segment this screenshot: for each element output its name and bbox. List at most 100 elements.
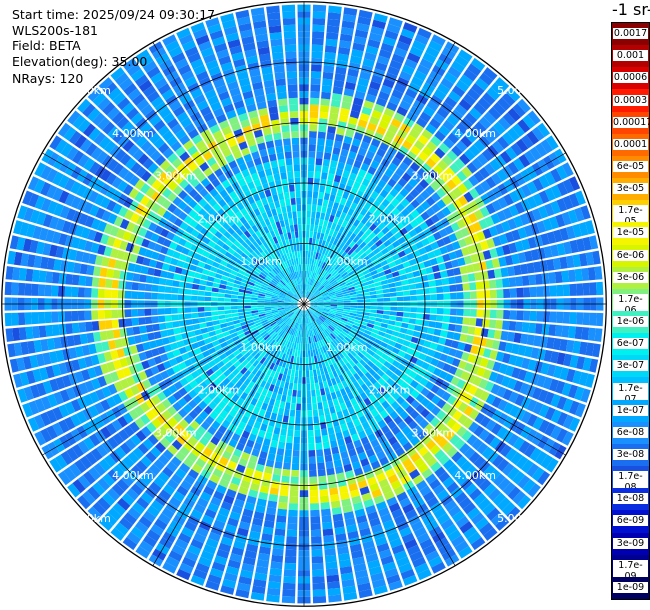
range-gate-cell bbox=[428, 321, 436, 328]
range-gate-cell bbox=[173, 273, 181, 281]
range-gate-cell bbox=[269, 568, 283, 576]
range-gate-cell bbox=[562, 398, 574, 413]
range-gate-cell bbox=[353, 219, 361, 227]
range-gate-cell bbox=[258, 293, 266, 297]
range-gate-cell bbox=[283, 325, 289, 332]
range-gate-cell bbox=[248, 433, 257, 442]
range-gate-cell bbox=[310, 271, 314, 279]
range-gate-cell bbox=[319, 287, 326, 293]
range-gate-cell bbox=[310, 503, 320, 511]
range-gate-cell bbox=[285, 309, 292, 313]
range-gate-cell bbox=[295, 343, 299, 351]
range-gate-cell bbox=[325, 139, 334, 147]
range-gate-cell bbox=[345, 199, 353, 208]
range-gate-cell bbox=[335, 368, 342, 376]
range-gate-cell bbox=[259, 236, 266, 244]
range-gate-cell bbox=[457, 183, 469, 195]
range-gate-cell bbox=[193, 347, 202, 356]
range-gate-cell bbox=[107, 469, 120, 482]
range-gate-cell bbox=[479, 522, 494, 536]
range-gate-cell bbox=[286, 347, 291, 355]
range-gate-cell bbox=[316, 298, 324, 301]
range-gate-cell bbox=[195, 266, 204, 274]
range-gate-cell bbox=[153, 137, 166, 149]
range-gate-cell bbox=[373, 277, 381, 283]
range-gate-cell bbox=[266, 232, 273, 240]
range-gate-cell bbox=[46, 409, 58, 424]
range-gate-cell bbox=[413, 156, 425, 167]
range-gate-cell bbox=[202, 151, 213, 161]
range-gate-cell bbox=[244, 175, 253, 184]
range-gate-cell bbox=[227, 460, 238, 470]
range-gate-cell bbox=[409, 550, 424, 562]
range-gate-cell bbox=[489, 289, 497, 299]
range-gate-cell bbox=[243, 230, 252, 238]
range-gate-cell bbox=[99, 330, 108, 341]
range-gate-cell bbox=[216, 268, 224, 275]
range-gate-cell bbox=[402, 317, 410, 323]
range-gate-cell bbox=[368, 144, 378, 154]
range-gate-cell bbox=[492, 492, 506, 506]
range-gate-cell bbox=[290, 335, 295, 343]
range-gate-cell bbox=[310, 302, 318, 304]
range-gate-cell bbox=[456, 379, 466, 390]
range-gate-cell bbox=[312, 288, 317, 294]
range-gate-cell bbox=[317, 301, 324, 303]
range-gate-cell bbox=[330, 307, 337, 310]
range-gate-cell bbox=[310, 301, 318, 304]
range-gate-cell bbox=[240, 479, 251, 489]
range-gate-cell bbox=[482, 280, 490, 290]
range-gate-cell bbox=[429, 314, 437, 321]
range-gate-cell bbox=[342, 274, 350, 280]
range-gate-cell bbox=[521, 459, 534, 474]
range-gate-cell bbox=[391, 53, 405, 64]
range-gate-cell bbox=[244, 305, 251, 309]
range-gate-cell bbox=[295, 322, 299, 330]
range-gate-cell bbox=[360, 64, 373, 75]
range-gate-cell bbox=[447, 132, 460, 145]
range-gate-cell bbox=[380, 279, 389, 286]
range-gate-cell bbox=[258, 205, 266, 214]
range-gate-cell bbox=[455, 316, 464, 325]
range-gate-cell bbox=[370, 356, 378, 365]
range-gate-cell bbox=[349, 291, 357, 296]
range-gate-cell bbox=[346, 421, 355, 430]
range-gate-cell bbox=[130, 212, 140, 224]
range-gate-cell bbox=[556, 198, 568, 212]
range-gate-cell bbox=[165, 556, 180, 568]
range-gate-cell bbox=[341, 243, 349, 252]
range-gate-cell bbox=[489, 248, 498, 259]
range-gate-cell bbox=[393, 485, 405, 496]
range-gate-cell bbox=[271, 341, 278, 348]
range-gate-cell bbox=[187, 270, 196, 278]
range-gate-cell bbox=[221, 243, 230, 251]
range-gate-cell bbox=[310, 304, 318, 305]
range-gate-cell bbox=[291, 321, 296, 328]
range-gate-cell bbox=[306, 292, 311, 299]
range-gate-cell bbox=[150, 191, 161, 202]
range-gate-cell bbox=[384, 130, 396, 140]
range-gate-cell bbox=[131, 317, 139, 326]
range-gate-cell bbox=[278, 345, 284, 352]
range-gate-cell bbox=[308, 264, 312, 272]
range-gate-cell bbox=[507, 127, 520, 142]
range-gate-cell bbox=[55, 376, 66, 390]
range-gate-cell bbox=[238, 141, 248, 151]
range-gate-cell bbox=[513, 157, 525, 171]
range-gate-cell bbox=[32, 225, 43, 240]
range-gate-cell bbox=[198, 317, 206, 323]
range-gate-cell bbox=[312, 596, 327, 604]
range-gate-cell bbox=[184, 358, 193, 368]
range-gate-cell bbox=[323, 321, 330, 327]
range-gate-cell bbox=[330, 208, 337, 217]
range-gate-cell bbox=[46, 425, 58, 440]
range-gate-cell bbox=[208, 347, 217, 355]
range-gate-cell bbox=[150, 446, 162, 458]
range-gate-cell bbox=[323, 305, 331, 308]
range-gate-cell bbox=[469, 409, 480, 421]
range-gate-cell bbox=[568, 400, 580, 415]
range-gate-cell bbox=[319, 415, 326, 423]
range-gate-cell bbox=[390, 198, 400, 208]
range-gate-cell bbox=[109, 450, 122, 464]
range-gate-cell bbox=[257, 457, 267, 466]
